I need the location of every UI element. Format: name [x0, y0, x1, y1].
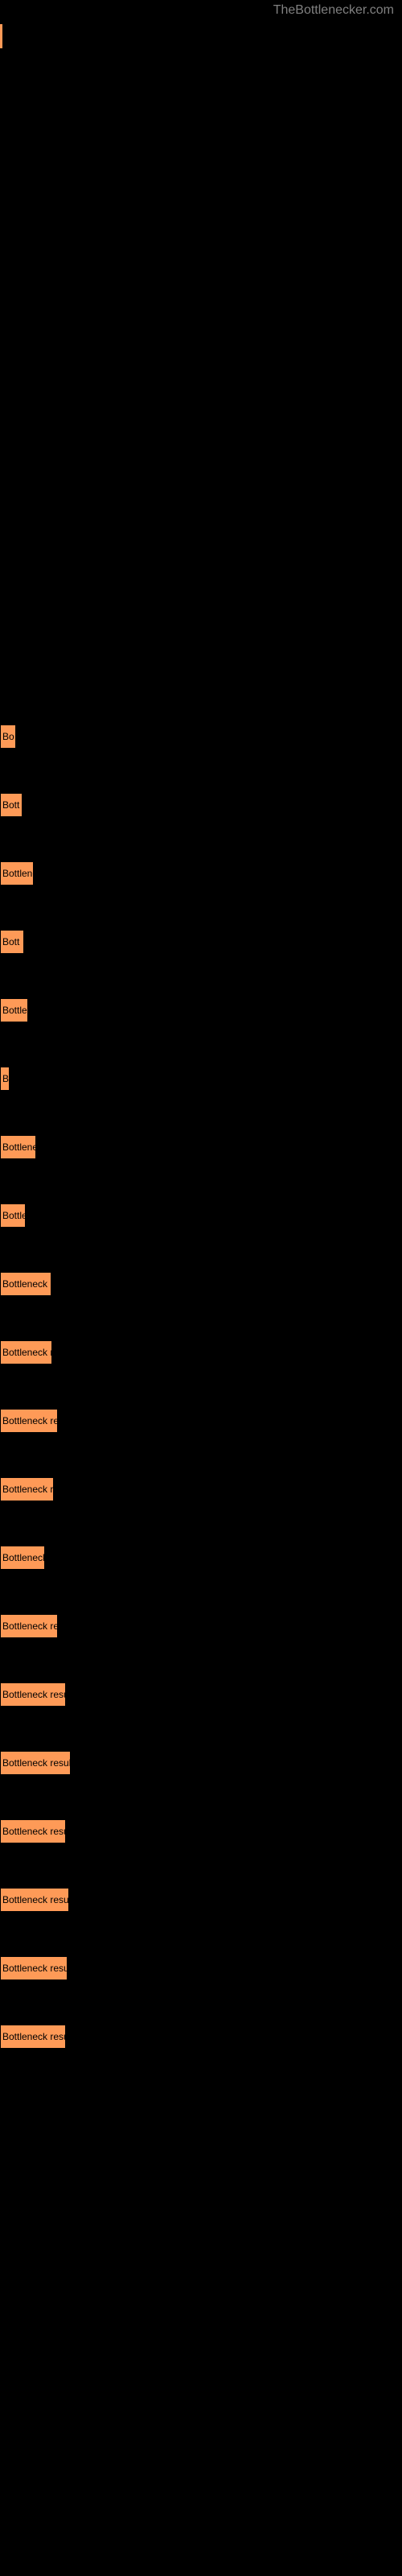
bar-label: Bottleneck r — [2, 1552, 45, 1563]
bar-label: Bottleneck result — [2, 1757, 71, 1769]
bar: Bottlene — [0, 861, 34, 886]
bar: Bottleneck res — [0, 1477, 54, 1501]
bar: Bottlene — [0, 1135, 36, 1159]
bar-row: Bott — [0, 793, 402, 817]
bar: Bottleneck result — [0, 2025, 66, 2049]
bar-label: Bottlene — [2, 868, 34, 879]
bar-row: Bottle — [0, 1203, 402, 1228]
bar-row: Bottleneck result — [0, 1956, 402, 1980]
bar-label: Bottle — [2, 1210, 26, 1221]
bar-label: Bo — [2, 731, 14, 742]
bar-label: B — [2, 1073, 9, 1084]
bar-label: Bottleneck resu — [2, 1415, 58, 1426]
bar-row: Bottleneck result — [0, 1682, 402, 1707]
bar: Bottleneck result — [0, 1888, 69, 1912]
bar-row: Bo — [0, 724, 402, 749]
bar-chart: Bo Bott Bottlene Bott Bottle B Bottlene Bottle B… — [0, 0, 402, 2049]
bar: Bottleneck resu — [0, 1409, 58, 1433]
bar-label: Bottleneck result — [2, 1689, 66, 1700]
bar-row: Bottleneck resu — [0, 1409, 402, 1433]
bar-label: Bottleneck re — [2, 1278, 51, 1290]
bar: Bottleneck result — [0, 1819, 66, 1843]
bar: Bottleneck re — [0, 1272, 51, 1296]
bar-row: Bottleneck resu — [0, 1614, 402, 1638]
bar: Bottleneck resu — [0, 1614, 58, 1638]
bar-row: Bottlene — [0, 1135, 402, 1159]
bar-row: Bottleneck r — [0, 1546, 402, 1570]
bar-row: Bottlene — [0, 861, 402, 886]
bar-label: Bott — [2, 799, 19, 811]
bar-row: Bottleneck result — [0, 2025, 402, 2049]
bar: Bo — [0, 724, 16, 749]
bar-row: Bottleneck result — [0, 1819, 402, 1843]
bar-label: Bottle — [2, 1005, 27, 1016]
bar: Bott — [0, 793, 23, 817]
bar-label: Bottleneck result — [2, 1826, 66, 1837]
bar-row: Bottleneck res — [0, 1340, 402, 1364]
bar-row: B — [0, 1067, 402, 1091]
bar-row: Bottleneck result — [0, 1888, 402, 1912]
bar-label: Bottleneck res — [2, 1484, 54, 1495]
bar: B — [0, 1067, 10, 1091]
bar: Bottleneck result — [0, 1751, 71, 1775]
bar-row: Bottleneck result — [0, 1751, 402, 1775]
bar-row: Bott — [0, 930, 402, 954]
bar-label: Bottleneck result — [2, 2031, 66, 2042]
bar: Bottleneck result — [0, 1956, 68, 1980]
bar: Bottle — [0, 998, 28, 1022]
bar: Bottle — [0, 1203, 26, 1228]
bar: Bottleneck r — [0, 1546, 45, 1570]
bar-row: Bottle — [0, 998, 402, 1022]
bar: Bottleneck result — [0, 1682, 66, 1707]
bar-label: Bottleneck result — [2, 1963, 68, 1974]
bar: Bott — [0, 930, 24, 954]
bar-label: Bottleneck res — [2, 1347, 52, 1358]
bar-row: Bottleneck res — [0, 1477, 402, 1501]
bar-label: Bott — [2, 936, 19, 947]
bar: Bottleneck res — [0, 1340, 52, 1364]
bar-row: Bottleneck re — [0, 1272, 402, 1296]
bar-label: Bottleneck resu — [2, 1620, 58, 1632]
bar-label: Bottlene — [2, 1141, 36, 1153]
bar-label: Bottleneck result — [2, 1894, 69, 1905]
